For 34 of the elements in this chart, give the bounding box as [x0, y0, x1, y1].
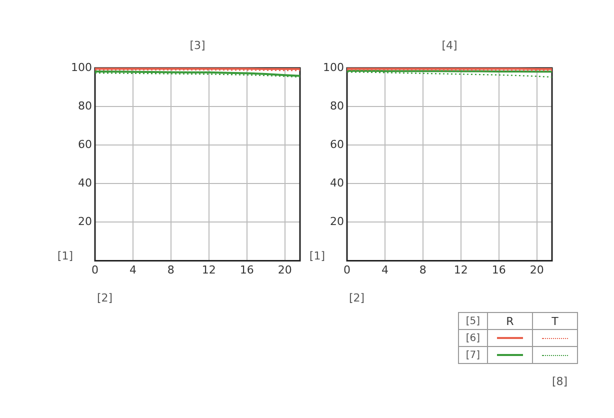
- y-tick-label: 40: [78, 176, 92, 190]
- chart-title: [4]: [442, 38, 458, 52]
- chart-title: [3]: [190, 38, 206, 52]
- y-axis-title: [1]: [57, 250, 73, 263]
- text: [5]: [458, 312, 488, 330]
- x-tick-label: 20: [530, 263, 544, 276]
- x-tick-label: 4: [381, 263, 388, 276]
- x-tick-label: 20: [278, 263, 292, 276]
- text: [7]: [458, 346, 488, 364]
- text: [6]: [458, 330, 488, 346]
- y-axis-title: [1]: [309, 250, 325, 263]
- x-tick-label: 8: [419, 263, 426, 276]
- x-tick-label: 16: [240, 263, 254, 276]
- y-tick-label: 20: [78, 215, 92, 228]
- x-tick-label: 8: [167, 263, 174, 276]
- y-tick-label: 100: [70, 60, 92, 74]
- y-tick-label: 80: [330, 99, 344, 112]
- y-tick-label: 80: [78, 99, 92, 112]
- x-tick-label: 12: [202, 263, 216, 276]
- text: [8]: [552, 375, 568, 388]
- y-tick-label: 60: [78, 138, 92, 151]
- x-axis-title: [2]: [348, 292, 365, 305]
- x-tick-label: 16: [492, 263, 506, 276]
- x-axis-title: [2]: [96, 292, 113, 305]
- x-tick-label: 0: [343, 263, 350, 276]
- y-tick-label: 40: [330, 176, 344, 190]
- y-tick-label: 60: [330, 138, 344, 151]
- x-tick-label: 0: [91, 263, 98, 276]
- y-tick-label: 100: [322, 60, 344, 74]
- text: R: [488, 312, 532, 330]
- y-tick-label: 20: [330, 215, 344, 228]
- x-tick-label: 4: [129, 263, 136, 276]
- x-tick-label: 12: [454, 263, 468, 276]
- text: T: [532, 312, 578, 330]
